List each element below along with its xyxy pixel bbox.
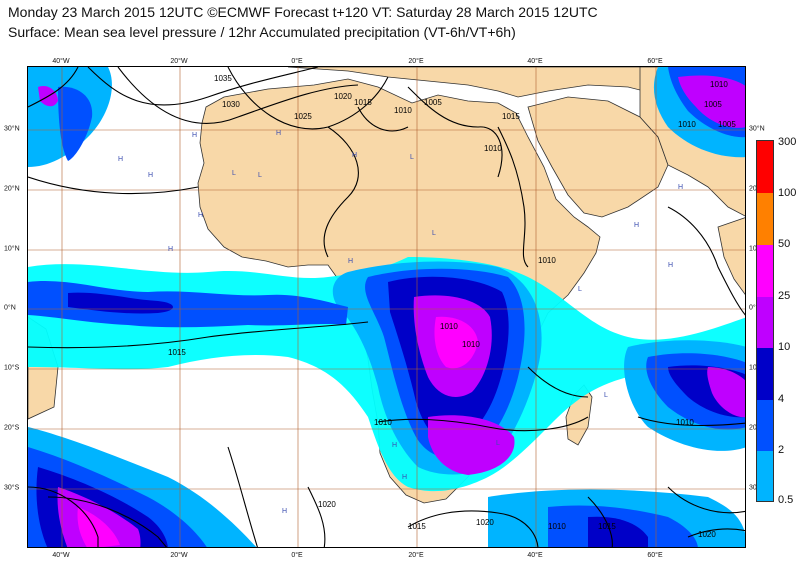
isobar-label: 1015 bbox=[598, 522, 616, 531]
high-pressure-marker: H bbox=[348, 258, 353, 265]
lon-label-bottom-60e: 60°E bbox=[647, 552, 663, 559]
high-pressure-marker: H bbox=[352, 152, 357, 159]
isobar-label: 1005 bbox=[424, 98, 442, 107]
legend-swatch-100 bbox=[757, 193, 773, 245]
isobar-label: 1025 bbox=[294, 112, 312, 121]
high-pressure-marker: H bbox=[276, 130, 281, 137]
isobar-label: 1020 bbox=[698, 530, 716, 539]
graticule bbox=[28, 67, 745, 547]
isobar-label: 1010 bbox=[484, 144, 502, 153]
high-pressure-marker: H bbox=[118, 156, 123, 163]
isobar-label: 1010 bbox=[394, 106, 412, 115]
legend-label-100: 100 bbox=[778, 187, 797, 199]
isobar-label: 1010 bbox=[462, 340, 480, 349]
legend-label-0-5: 0.5 bbox=[778, 494, 794, 506]
low-pressure-marker: L bbox=[258, 172, 262, 179]
high-pressure-marker: H bbox=[678, 184, 683, 191]
isobar-label: 1010 bbox=[676, 418, 694, 427]
high-pressure-marker: H bbox=[198, 212, 203, 219]
isobar-label: 1020 bbox=[476, 518, 494, 527]
map-canvas: 1035 1030 1025 1020 1015 1010 1005 1015 … bbox=[28, 67, 745, 547]
high-pressure-marker: H bbox=[282, 508, 287, 515]
low-pressure-marker: L bbox=[604, 392, 608, 399]
low-pressure-marker: L bbox=[410, 154, 414, 161]
lat-label-left-30n: 30°N bbox=[4, 125, 20, 133]
lat-label-right-0n: 0°N bbox=[749, 304, 761, 312]
low-pressure-marker: L bbox=[496, 440, 500, 447]
lat-label-left-20n: 20°N bbox=[4, 185, 20, 193]
lon-label-bottom-0e: 0°E bbox=[291, 552, 303, 559]
legend-label-4: 4 bbox=[778, 393, 785, 405]
isobar-label: 1010 bbox=[710, 80, 728, 89]
isobar-label: 1035 bbox=[214, 74, 232, 83]
isobar-label: 1015 bbox=[502, 112, 520, 121]
isobar-labels: 1035 1030 1025 1020 1015 1010 1005 1015 … bbox=[168, 74, 736, 539]
legend-label-10: 10 bbox=[778, 341, 791, 353]
precip-layer bbox=[28, 67, 745, 547]
isobar-label: 1010 bbox=[678, 120, 696, 129]
lat-label-left-0n: 0°N bbox=[4, 304, 16, 312]
legend-label-300: 300 bbox=[778, 136, 797, 148]
low-pressure-marker: L bbox=[578, 286, 582, 293]
lat-label-left-30s: 30°S bbox=[4, 484, 20, 492]
legend-swatch-300 bbox=[757, 141, 773, 193]
lat-label-right-30n: 30°N bbox=[749, 125, 765, 133]
legend-swatch-2 bbox=[757, 451, 773, 501]
lat-label-left-10n: 10°N bbox=[4, 245, 20, 253]
isobar-label: 1015 bbox=[408, 522, 426, 531]
isobars bbox=[28, 67, 745, 547]
isobar-label: 1005 bbox=[704, 100, 722, 109]
lon-label-bottom-40w: 40°W bbox=[52, 552, 70, 559]
low-pressure-marker: L bbox=[232, 170, 236, 177]
lat-label-left-10s: 10°S bbox=[4, 364, 20, 372]
lat-label-left-20s: 20°S bbox=[4, 424, 20, 432]
high-pressure-marker: H bbox=[192, 132, 197, 139]
isobar-label: 1010 bbox=[440, 322, 458, 331]
lon-label-bottom-20e: 20°E bbox=[408, 552, 424, 559]
india-landmass bbox=[717, 217, 745, 295]
lon-label-bottom-20w: 20°W bbox=[170, 552, 188, 559]
lon-label-top-20w: 20°W bbox=[170, 58, 188, 65]
pressure-centres: H H H H H H H H H L L L L L H H H H L L … bbox=[118, 130, 683, 515]
arabia-landmass bbox=[527, 96, 669, 218]
forecast-map: 1035 1030 1025 1020 1015 1010 1005 1015 … bbox=[27, 66, 746, 548]
legend-swatch-25 bbox=[757, 297, 773, 348]
isobar-label: 1010 bbox=[538, 256, 556, 265]
legend-swatch-10 bbox=[757, 348, 773, 400]
isobar-label: 1010 bbox=[374, 418, 392, 427]
lon-label-top-40e: 40°E bbox=[527, 58, 543, 65]
chart-subtitle: Surface: Mean sea level pressure / 12hr … bbox=[8, 24, 516, 40]
lon-label-top-20e: 20°E bbox=[408, 58, 424, 65]
high-pressure-marker: H bbox=[634, 222, 639, 229]
legend-swatch-4 bbox=[757, 400, 773, 451]
high-pressure-marker: H bbox=[148, 172, 153, 179]
lon-label-bottom-40e: 40°E bbox=[527, 552, 543, 559]
legend-label-2: 2 bbox=[778, 444, 785, 456]
legend-label-25: 25 bbox=[778, 290, 791, 302]
isobar-label: 1030 bbox=[222, 100, 240, 109]
lon-label-top-0e: 0°E bbox=[291, 58, 303, 65]
isobar-label: 1005 bbox=[718, 120, 736, 129]
isobar-label: 1015 bbox=[354, 98, 372, 107]
high-pressure-marker: H bbox=[668, 262, 673, 269]
lon-label-top-60e: 60°E bbox=[647, 58, 663, 65]
low-pressure-marker: L bbox=[432, 230, 436, 237]
legend-label-50: 50 bbox=[778, 238, 791, 250]
isobar-label: 1020 bbox=[334, 92, 352, 101]
precip-legend bbox=[756, 140, 774, 502]
isobar-label: 1020 bbox=[318, 500, 336, 509]
legend-swatch-50 bbox=[757, 245, 773, 297]
high-pressure-marker: H bbox=[402, 474, 407, 481]
high-pressure-marker: H bbox=[392, 442, 397, 449]
isobar-label: 1015 bbox=[168, 348, 186, 357]
isobar-label: 1010 bbox=[548, 522, 566, 531]
lon-label-top-40w: 40°W bbox=[52, 58, 70, 65]
high-pressure-marker: H bbox=[168, 246, 173, 253]
chart-title: Monday 23 March 2015 12UTC ©ECMWF Foreca… bbox=[8, 4, 598, 20]
